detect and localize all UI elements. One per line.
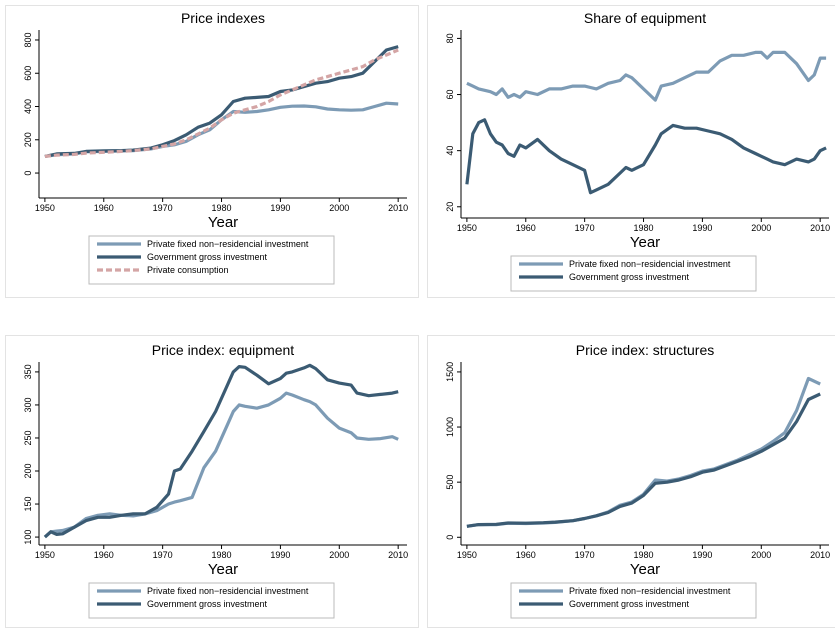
x-tick-label: 2000	[751, 223, 771, 233]
panel: Price indexes 0 200 400 600 800 1950 1960 1970 19…	[6, 6, 419, 298]
y-tick-label: 500	[445, 475, 455, 490]
panel-title: Price index: structures	[576, 342, 715, 358]
x-axis-title: Year	[208, 214, 238, 231]
data-line	[45, 103, 398, 156]
legend-label: Government gross investment	[147, 252, 268, 262]
y-tick-label: 40	[445, 146, 455, 156]
x-tick-label: 1970	[153, 203, 173, 213]
legend-label: Private fixed non−residencial investment	[147, 239, 309, 249]
x-tick-label: 2010	[388, 203, 408, 213]
data-line	[467, 394, 820, 526]
x-axis-title: Year	[208, 561, 238, 578]
data-line	[45, 47, 398, 157]
data-line	[45, 365, 398, 537]
x-tick-label: 1990	[692, 223, 712, 233]
x-tick-label: 1980	[634, 223, 654, 233]
x-tick-label: 1960	[94, 203, 114, 213]
x-axis-title: Year	[630, 561, 660, 578]
y-tick-label: 300	[23, 397, 33, 412]
y-tick-label: 0	[445, 535, 455, 540]
panel-title: Price index: equipment	[152, 342, 295, 358]
x-tick-label: 2000	[751, 550, 771, 560]
x-tick-label: 1960	[94, 550, 114, 560]
y-tick-label: 60	[445, 90, 455, 100]
y-tick-label: 20	[445, 202, 455, 212]
x-tick-label: 2000	[329, 550, 349, 560]
y-tick-label: 1000	[445, 417, 455, 437]
legend-label: Private fixed non−residencial investment	[569, 259, 731, 269]
panel-title: Price indexes	[181, 10, 265, 26]
y-tick-label: 800	[23, 32, 33, 47]
y-tick-label: 80	[445, 33, 455, 43]
x-tick-label: 1960	[516, 550, 536, 560]
x-tick-label: 1990	[692, 550, 712, 560]
x-tick-label: 1950	[35, 203, 55, 213]
data-line	[45, 393, 398, 537]
x-tick-label: 1980	[634, 550, 654, 560]
y-tick-label: 200	[23, 132, 33, 147]
x-tick-label: 1990	[270, 203, 290, 213]
y-tick-label: 1500	[445, 362, 455, 382]
y-tick-label: 200	[23, 463, 33, 478]
x-tick-label: 1980	[212, 550, 232, 560]
data-line	[467, 52, 826, 100]
legend-label: Private fixed non−residencial investment	[147, 586, 309, 596]
y-tick-label: 0	[23, 171, 33, 176]
x-tick-label: 2000	[329, 203, 349, 213]
panel: Price index: equipment 100 150 200 250 300 350…	[6, 336, 419, 628]
y-tick-label: 100	[23, 530, 33, 545]
panel-title: Share of equipment	[584, 10, 706, 26]
data-line	[467, 379, 820, 527]
x-tick-label: 1960	[516, 223, 536, 233]
legend-label: Private fixed non−residencial investment	[569, 586, 731, 596]
y-tick-label: 150	[23, 497, 33, 512]
legend-label: Government gross investment	[147, 599, 268, 609]
x-tick-label: 2010	[810, 550, 830, 560]
y-tick-label: 600	[23, 66, 33, 81]
x-tick-label: 1950	[35, 550, 55, 560]
x-tick-label: 1970	[575, 550, 595, 560]
panel: Price index: structures 0 500 1000 1500 1950 1…	[428, 336, 835, 628]
legend-label: Government gross investment	[569, 599, 690, 609]
x-tick-label: 2010	[810, 223, 830, 233]
x-tick-label: 1980	[212, 203, 232, 213]
x-tick-label: 1950	[457, 550, 477, 560]
y-tick-label: 400	[23, 99, 33, 114]
legend-label: Private consumption	[147, 265, 229, 275]
x-tick-label: 2010	[388, 550, 408, 560]
data-line	[467, 120, 826, 193]
panel: Share of equipment 20 40 60 80 1950 1960 1970 19…	[428, 6, 835, 298]
y-tick-label: 250	[23, 430, 33, 445]
data-line	[45, 50, 398, 156]
x-tick-label: 1990	[270, 550, 290, 560]
y-tick-label: 350	[23, 364, 33, 379]
legend-label: Government gross investment	[569, 272, 690, 282]
panel-frame	[428, 6, 835, 298]
x-tick-label: 1950	[457, 223, 477, 233]
x-axis-title: Year	[630, 234, 660, 251]
x-tick-label: 1970	[575, 223, 595, 233]
x-tick-label: 1970	[153, 550, 173, 560]
